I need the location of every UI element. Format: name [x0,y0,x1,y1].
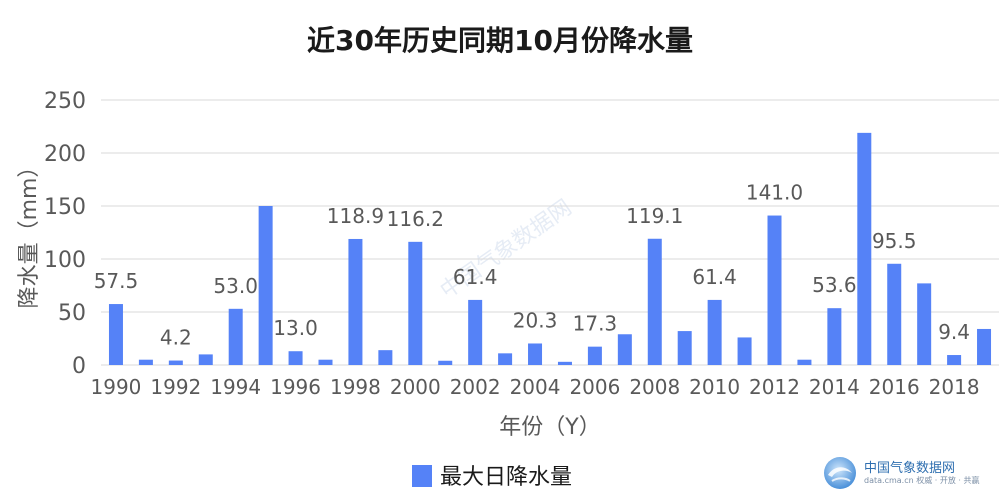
x-tick-label-2010: 2010 [689,375,740,399]
data-label-2012: 141.0 [746,181,803,205]
x-tick-label-2014: 2014 [809,375,860,399]
x-tick-label-1998: 1998 [330,375,381,399]
bar-1996 [288,351,303,365]
bar-2014 [827,308,842,365]
bar-2018 [947,355,962,365]
data-label-2006: 17.3 [573,312,618,336]
legend-swatch [412,465,432,487]
bar-2005 [557,361,572,365]
y-tick-label-250: 250 [44,89,86,114]
legend-label: 最大日降水量 [440,465,572,490]
bar-2012 [767,215,782,365]
data-label-1990: 57.5 [94,269,139,293]
chart-title: 近30年历史同期10月份降水量 [307,24,693,57]
bar-2019 [977,328,992,365]
bar-1994 [228,308,243,365]
y-axis-label: 降水量（mm） [17,156,42,309]
bar-2017 [917,283,932,365]
data-label-1992: 4.2 [160,326,192,350]
x-axis-label: 年份（Y） [499,415,600,440]
bar-1999 [378,350,393,365]
brand-subtitle: data.cma.cn 权威 · 开放 · 共赢 [864,476,980,485]
cma-logo-icon [824,457,856,489]
bar-2016 [887,263,902,365]
brand-logo-block: 中国气象数据网 data.cma.cn 权威 · 开放 · 共赢 [820,455,980,491]
data-label-2000: 116.2 [387,207,444,231]
bar-2010 [707,299,722,365]
y-tick-label-150: 150 [44,195,86,220]
x-tick-label-2016: 2016 [869,375,920,399]
bar-2001 [438,360,453,365]
bar-2007 [617,334,632,365]
data-label-2002: 61.4 [453,265,498,289]
data-label-1998: 118.9 [327,204,384,228]
bar-1990 [108,304,123,365]
x-tick-label-2006: 2006 [569,375,620,399]
x-tick-label-2002: 2002 [450,375,501,399]
bar-1995 [258,206,273,365]
data-label-1994: 53.0 [213,274,258,298]
bar-1998 [348,238,363,365]
data-label-2008: 119.1 [626,204,683,228]
bar-2008 [647,238,662,365]
data-label-2018: 9.4 [938,320,970,344]
x-tick-label-2000: 2000 [390,375,441,399]
x-tick-label-2008: 2008 [629,375,680,399]
bar-1993 [198,354,213,365]
bar-2000 [408,241,423,365]
bar-2009 [677,331,692,365]
y-tick-label-200: 200 [44,142,86,167]
data-label-2010: 61.4 [692,265,737,289]
x-tick-label-2018: 2018 [929,375,980,399]
brand-name: 中国气象数据网 [864,461,956,476]
data-label-1996: 13.0 [273,316,318,340]
bar-1992 [168,360,183,365]
x-tick-label-1996: 1996 [270,375,321,399]
y-tick-label-50: 50 [58,301,86,326]
x-tick-label-1994: 1994 [210,375,261,399]
bar-2011 [737,337,752,365]
bar-2002 [468,299,483,365]
bar-1991 [138,359,153,365]
x-tick-label-1992: 1992 [150,375,201,399]
bar-2013 [797,359,812,365]
bar-1997 [318,359,333,365]
bar-2015 [857,132,872,365]
bar-2003 [498,353,513,365]
bar-2004 [528,343,543,365]
x-tick-label-1990: 1990 [91,375,142,399]
data-label-2004: 20.3 [513,308,558,332]
bar-2006 [587,346,602,365]
x-tick-label-2004: 2004 [510,375,561,399]
data-label-2014: 53.6 [812,273,857,297]
y-tick-label-100: 100 [44,248,86,273]
y-tick-label-0: 0 [72,354,86,379]
data-label-2016: 95.5 [872,229,917,253]
x-tick-label-2012: 2012 [749,375,800,399]
